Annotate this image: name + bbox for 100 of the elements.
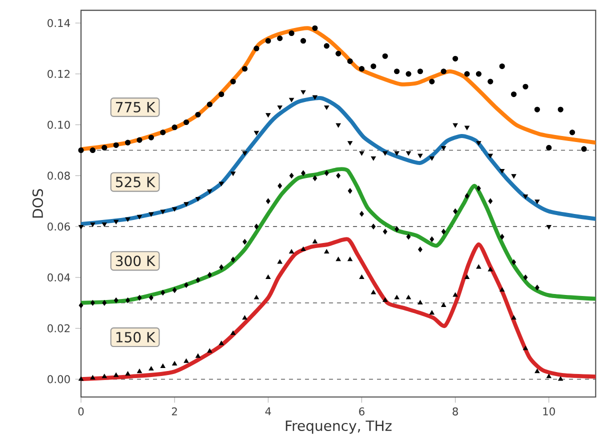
point: [242, 315, 248, 320]
x-tick-label: 10: [543, 407, 555, 416]
point: [277, 36, 283, 42]
point: [534, 106, 540, 112]
point: [569, 130, 576, 136]
point: [254, 224, 259, 230]
point: [510, 91, 517, 98]
point: [440, 68, 446, 74]
point: [254, 46, 260, 52]
point: [452, 123, 458, 128]
point: [102, 222, 107, 227]
y-tick-label: 0.10: [48, 120, 70, 129]
x-tick-label: 4: [265, 407, 271, 416]
point: [430, 236, 434, 242]
point: [406, 151, 411, 156]
point: [242, 66, 248, 72]
point: [324, 249, 330, 254]
point: [312, 239, 318, 244]
point: [441, 146, 446, 150]
point: [218, 340, 224, 346]
point: [476, 264, 482, 269]
point: [137, 214, 142, 220]
point: [546, 374, 552, 378]
point: [289, 249, 294, 254]
point: [558, 106, 564, 112]
point: [418, 300, 423, 304]
point: [522, 84, 528, 90]
point: [488, 198, 493, 204]
point: [382, 228, 388, 234]
point: [464, 126, 470, 130]
point: [265, 38, 271, 44]
y-axis-title: DOS: [32, 189, 44, 218]
point: [312, 175, 318, 182]
point: [102, 300, 107, 306]
point: [360, 211, 364, 217]
point: [300, 246, 306, 251]
point: [230, 256, 236, 262]
point: [535, 284, 540, 290]
point: [546, 225, 552, 230]
point: [382, 151, 388, 156]
point: [230, 330, 236, 335]
point: [429, 310, 434, 315]
y-tick-label: 0.06: [48, 222, 70, 231]
point: [195, 112, 201, 118]
point: [464, 274, 470, 279]
point: [370, 290, 376, 294]
point: [160, 210, 166, 214]
point: [125, 217, 130, 222]
point: [476, 71, 482, 77]
text: 150 K: [116, 332, 156, 342]
x-axis-title: Frequency, THz: [286, 420, 392, 434]
point: [499, 63, 505, 70]
point: [441, 302, 446, 307]
point: [429, 156, 434, 161]
point: [136, 137, 142, 143]
point: [371, 224, 376, 230]
point: [114, 298, 118, 304]
point: [90, 300, 95, 306]
point: [429, 78, 435, 84]
point: [417, 68, 424, 74]
point: [230, 172, 236, 176]
point: [418, 246, 422, 252]
x-tick-label: 0: [78, 407, 84, 416]
point: [242, 239, 247, 245]
point: [183, 119, 190, 126]
point: [114, 220, 119, 224]
point: [90, 222, 96, 227]
point: [124, 140, 131, 146]
point: [90, 147, 96, 154]
y-tick-label: 0.12: [48, 70, 70, 78]
point: [172, 207, 178, 212]
point: [266, 274, 271, 279]
point: [382, 298, 388, 302]
point: [464, 193, 470, 199]
point: [382, 53, 388, 59]
point: [277, 105, 282, 110]
series-label: 300 K: [116, 256, 156, 266]
point: [160, 130, 166, 136]
point: [394, 151, 400, 156]
point: [336, 50, 342, 56]
point: [184, 282, 188, 288]
point: [394, 294, 400, 300]
point: [160, 290, 166, 296]
point: [207, 189, 212, 194]
point: [558, 376, 564, 381]
point: [406, 234, 411, 240]
point: [324, 105, 330, 110]
point: [254, 294, 259, 300]
point: [289, 172, 294, 178]
point: [148, 212, 154, 217]
point: [289, 98, 294, 102]
point: [358, 66, 365, 72]
point: [336, 123, 341, 128]
series-label: 775 K: [116, 102, 156, 112]
y-tick-label: 0.02: [48, 324, 70, 332]
point: [476, 141, 482, 146]
point: [476, 186, 481, 192]
x-tick-label: 6: [359, 407, 364, 416]
point: [488, 154, 493, 158]
y-tick-label: 0.14: [48, 19, 70, 28]
